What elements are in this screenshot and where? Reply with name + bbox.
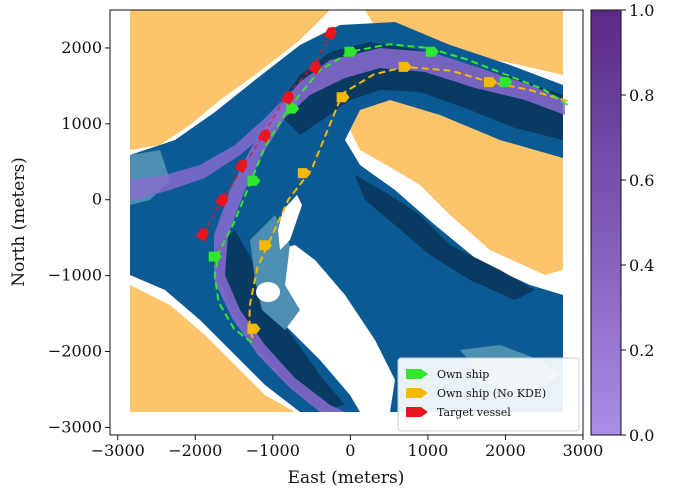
x-axis-ticks: −3000 −2000 −1000 0 1000 2000 3000	[91, 435, 604, 460]
x-tick-label: 1000	[408, 441, 449, 460]
target-vessel-marker	[323, 26, 337, 41]
own-ship-line	[213, 43, 569, 345]
own-ship-legend-label: Own ship	[437, 368, 489, 381]
land-top-left	[130, 10, 330, 150]
colorbar-gradient	[590, 9, 622, 436]
x-tick-label: −2000	[168, 441, 222, 460]
colorbar-ticks: 0.0 0.2 0.4 0.6 0.8 1.0	[621, 1, 654, 445]
target-vessel-marker	[257, 129, 271, 143]
own-ship-marker	[286, 103, 300, 114]
own-ship-no-kde-legend-label: Own ship (No KDE)	[437, 387, 546, 400]
target-vessel-marker	[281, 91, 295, 105]
colorbar-tick-label: 0.2	[629, 341, 654, 360]
target-vessel-marker	[234, 159, 248, 174]
darker-water-channel	[355, 175, 535, 300]
legend: Own ship Own ship (No KDE) Target vessel	[397, 357, 580, 432]
target-vessel-marker	[215, 193, 229, 208]
island-white	[256, 282, 280, 302]
x-tick-label: −1000	[246, 441, 300, 460]
y-tick-label: −1000	[48, 266, 102, 285]
own-ship-marker	[208, 251, 222, 262]
plot-frame	[109, 9, 584, 436]
own-ship-no-kde-marker	[247, 323, 261, 334]
y-tick-label: −2000	[48, 342, 102, 361]
y-axis-ticks: −3000 −2000 −1000 0 1000 2000	[48, 38, 110, 436]
target-vessel-marker	[195, 227, 209, 242]
colorbar-tick-label: 0.8	[629, 86, 654, 105]
x-tick-label: 2000	[485, 441, 526, 460]
y-tick-label: 0	[92, 190, 102, 209]
target-vessel-legend-marker	[406, 407, 428, 417]
colorbar-tick-label: 0.6	[629, 171, 654, 190]
own-ship-marker	[344, 46, 358, 57]
y-tick-label: 2000	[61, 38, 102, 57]
colorbar-tick-label: 0.4	[629, 256, 654, 275]
island-white-2	[278, 195, 302, 250]
colorbar-tick-label: 1.0	[629, 1, 654, 20]
x-axis-label: East (meters)	[288, 468, 405, 488]
own-ship-no-kde-marker	[336, 92, 350, 103]
own-ship-marker	[425, 46, 439, 57]
y-axis-label: North (meters)	[9, 157, 29, 287]
y-tick-label: 1000	[61, 114, 102, 133]
ship-markers	[195, 26, 513, 334]
target-vessel-legend-label: Target vessel	[437, 406, 511, 419]
y-tick-label: −3000	[48, 417, 102, 436]
legend-box	[397, 357, 580, 432]
own-ship-no-kde-marker	[297, 168, 311, 179]
own-ship-marker	[499, 77, 513, 88]
own-ship-no-kde-legend-marker	[406, 388, 428, 398]
own-ship-marker	[247, 175, 261, 186]
own-ship-legend-marker	[406, 369, 428, 379]
target-vessel-marker	[308, 60, 322, 75]
own-ship-no-kde-marker	[483, 77, 497, 88]
colorbar: 0.0 0.2 0.4 0.6 0.8 1.0	[590, 1, 654, 445]
colorbar-tick-label: 0.0	[629, 426, 654, 445]
x-tick-label: 3000	[563, 441, 604, 460]
own-ship-no-kde-marker	[398, 61, 412, 72]
own-ship-no-kde-line	[248, 65, 568, 341]
land-top-right	[365, 10, 563, 75]
x-tick-label: 0	[345, 441, 355, 460]
x-tick-label: −3000	[91, 441, 145, 460]
trajectories	[195, 26, 569, 345]
own-ship-no-kde-marker	[259, 240, 273, 251]
land-bottom-left	[130, 285, 295, 412]
